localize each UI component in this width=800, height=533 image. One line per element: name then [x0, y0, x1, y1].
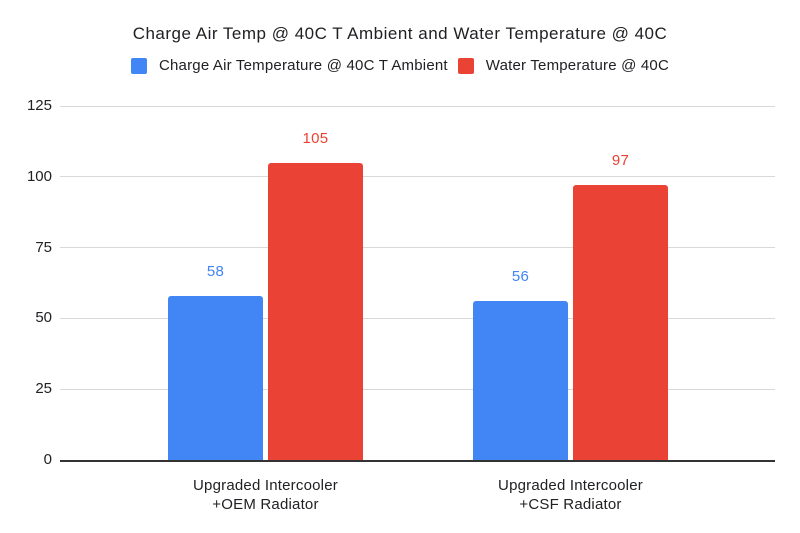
y-axis-label: 25: [35, 380, 52, 398]
bar: [473, 301, 568, 460]
gridline: [60, 105, 775, 107]
y-axis-label: 100: [26, 167, 52, 185]
gridline: [60, 388, 775, 390]
legend: Charge Air Temperature @ 40C T Ambient Wa…: [0, 57, 800, 74]
x-axis-label-line: +CSF Radiator: [519, 496, 622, 513]
legend-item: Water Temperature @ 40C: [457, 57, 670, 74]
gridline: [60, 247, 775, 249]
bar-value-label: 58: [206, 262, 225, 280]
chart-title: Charge Air Temp @ 40C T Ambient and Wate…: [132, 24, 668, 43]
x-axis-line: [60, 460, 775, 462]
legend-swatch: [457, 57, 474, 74]
legend-item: Charge Air Temperature @ 40C T Ambient: [130, 57, 448, 74]
bar: [167, 295, 263, 460]
x-axis-label-line: Upgraded Intercooler: [498, 477, 643, 494]
x-axis-label-line: +OEM Radiator: [212, 496, 319, 513]
bar-value-label: 56: [511, 268, 530, 286]
bar: [267, 162, 363, 460]
x-axis-label-line: Upgraded Intercooler: [193, 477, 338, 494]
gridline: [60, 176, 775, 178]
y-axis-label: 125: [26, 97, 52, 114]
bar: [573, 185, 668, 460]
bar-value-label: 105: [302, 129, 329, 147]
y-axis-label: 50: [35, 309, 52, 327]
legend-swatch: [130, 57, 147, 74]
gridline: [60, 317, 775, 319]
y-axis-label: 75: [35, 238, 52, 256]
legend-label: Water Temperature @ 40C: [485, 57, 670, 74]
x-axis-label: Upgraded Intercooler +OEM Radiator: [145, 476, 385, 514]
y-axis-label: 0: [43, 451, 52, 468]
legend-label: Charge Air Temperature @ 40C T Ambient: [158, 57, 448, 74]
x-axis-label: Upgraded Intercooler +CSF Radiator: [451, 476, 691, 514]
bar-value-label: 97: [611, 152, 630, 170]
